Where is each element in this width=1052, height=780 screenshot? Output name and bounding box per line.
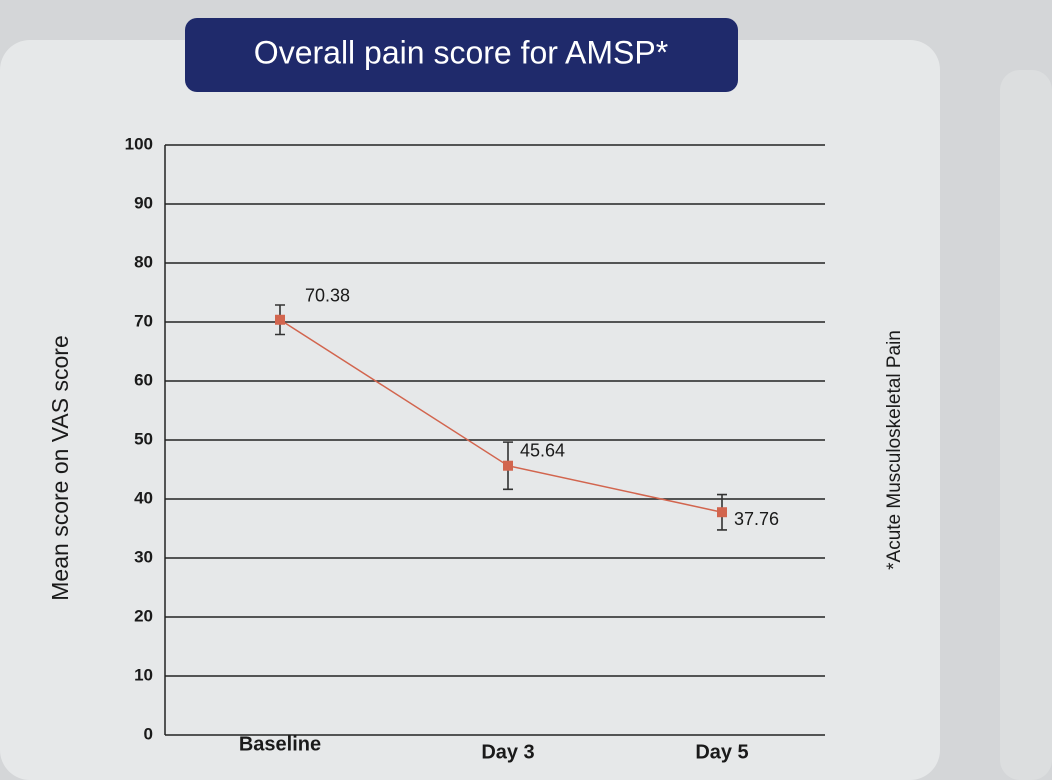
y-tick-label: 70	[134, 311, 153, 330]
y-tick-label: 10	[134, 665, 153, 684]
y-axis-label: Mean score on VAS score	[47, 335, 73, 600]
data-label: 45.64	[520, 440, 565, 460]
y-tick-label: 60	[134, 370, 153, 389]
data-label: 70.38	[305, 286, 350, 306]
title-box	[185, 18, 738, 92]
data-label: 37.76	[734, 509, 779, 529]
y-tick-label: 40	[134, 488, 153, 507]
y-tick-label: 90	[134, 193, 153, 212]
panel	[0, 40, 940, 780]
x-tick-label: Day 5	[695, 741, 748, 763]
x-tick-label: Baseline	[239, 733, 321, 755]
y-tick-label: 30	[134, 547, 153, 566]
data-point	[275, 314, 285, 325]
y-tick-label: 20	[134, 606, 153, 625]
data-point	[717, 507, 727, 518]
side-panel	[1000, 70, 1052, 780]
data-point	[503, 460, 513, 471]
y-tick-label: 100	[125, 134, 153, 153]
x-tick-label: Day 3	[481, 741, 534, 763]
footnote: *Acute Musculoskeletal Pain	[884, 330, 905, 570]
chart-title: Overall pain score for AMSP*	[254, 34, 668, 70]
y-tick-label: 80	[134, 252, 153, 271]
y-tick-label: 0	[144, 724, 153, 743]
y-tick-label: 50	[134, 429, 153, 448]
